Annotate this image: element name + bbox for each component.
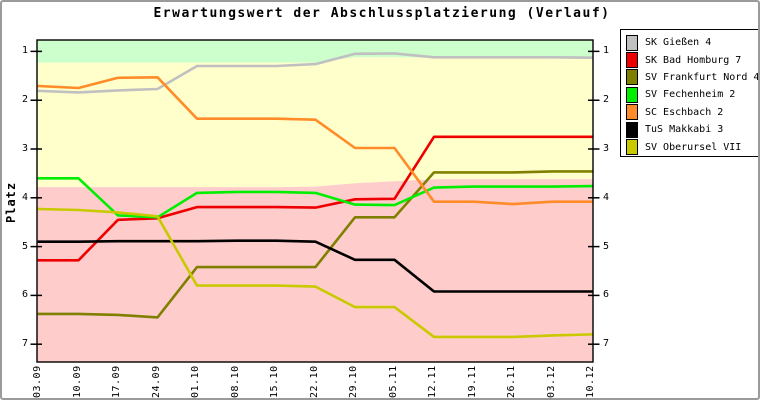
- y-tick-label: 1: [21, 45, 28, 57]
- legend-swatch: [626, 139, 638, 156]
- x-tick-label: 29.10: [348, 365, 359, 398]
- y-tick-label: 5: [603, 240, 610, 252]
- legend-swatch: [626, 104, 638, 121]
- series-line-sc-eschbach-2: [37, 76, 594, 206]
- legend-swatch: [626, 86, 638, 103]
- y-tick-label: 2: [603, 94, 610, 106]
- x-tick-label: 26.11: [506, 365, 517, 398]
- series-line-sk-gie-en-4: [37, 52, 594, 94]
- legend-swatch: [626, 34, 638, 51]
- x-tick-label: 10.12: [585, 365, 596, 398]
- y-tick-label: 3: [21, 143, 28, 154]
- x-tick-label: 03.09: [32, 365, 43, 398]
- x-tick-label: 01.10: [190, 365, 201, 398]
- legend-item-label: SK Gießen 4: [645, 37, 712, 49]
- legend-item-label: SV Frankfurt Nord 4: [645, 71, 759, 83]
- series-line-sv-frankfurt-nord-4: [37, 170, 594, 319]
- legend-item-label: SC Eschbach 2: [645, 106, 724, 118]
- chart-title: Erwartungswert der Abschlussplatzierung …: [153, 6, 611, 21]
- x-tick-label: 03.12: [545, 365, 557, 398]
- plot-border: [36, 39, 594, 363]
- x-tick-label: 24.09: [150, 365, 162, 398]
- y-tick-label: 3: [603, 143, 610, 154]
- series-line-sv-fechenheim-2: [37, 177, 594, 219]
- y-tick-label: 4: [21, 191, 28, 203]
- x-tick-label: 22.10: [308, 365, 320, 398]
- legend-item-label: TuS Makkabi 3: [645, 124, 724, 136]
- x-tick-label: 12.11: [427, 365, 438, 398]
- legend-swatch: [626, 121, 638, 138]
- legend-item-sv-frankfurt-nord-4: SV Frankfurt Nord 4: [626, 69, 758, 86]
- zone-middle: [37, 57, 593, 188]
- legend-item-sv-fechenheim-2: SV Fechenheim 2: [626, 86, 758, 103]
- y-tick-label: 6: [603, 289, 610, 301]
- y-tick-label: 7: [603, 338, 610, 350]
- y-tick-label: 2: [21, 94, 28, 106]
- y-tick-label: 7: [21, 338, 28, 350]
- legend-item-label: SV Oberursel VII: [645, 141, 742, 153]
- x-tick-label: 15.10: [269, 365, 280, 398]
- legend: SK Gießen 4 SK Bad Homburg 7 SV Frankfurt …: [620, 29, 758, 157]
- x-tick-label: 19.11: [466, 365, 478, 398]
- series-line-tus-makkabi-3: [37, 239, 594, 293]
- legend-item-tus-makkabi-3: TuS Makkabi 3: [626, 121, 758, 138]
- x-tick-label: 10.09: [71, 365, 83, 398]
- legend-item-sk-bad-homburg-7: SK Bad Homburg 7: [626, 51, 758, 69]
- legend-swatch: [626, 69, 638, 86]
- legend-item-sv-oberursel-vii: SV Oberursel VII: [626, 138, 758, 156]
- series-line-sv-oberursel-vii: [37, 207, 594, 339]
- y-tick-label: 1: [603, 45, 610, 57]
- y-tick-label: 4: [603, 191, 610, 203]
- legend-item-label: SK Bad Homburg 7: [645, 54, 742, 66]
- x-tick-label: 17.09: [111, 365, 122, 398]
- legend-item-sk-gie-en-4: SK Gießen 4: [626, 34, 758, 51]
- series-line-sk-bad-homburg-7: [37, 135, 594, 262]
- legend-item-sc-eschbach-2: SC Eschbach 2: [626, 104, 758, 121]
- legend-item-label: SV Fechenheim 2: [645, 89, 736, 101]
- legend-swatch: [626, 52, 638, 69]
- y-tick-label: 5: [21, 240, 28, 252]
- y-tick-label: 6: [21, 289, 28, 301]
- x-tick-label: 08.10: [229, 365, 241, 398]
- x-tick-label: 05.11: [387, 365, 399, 398]
- zone-bottom: [37, 179, 593, 362]
